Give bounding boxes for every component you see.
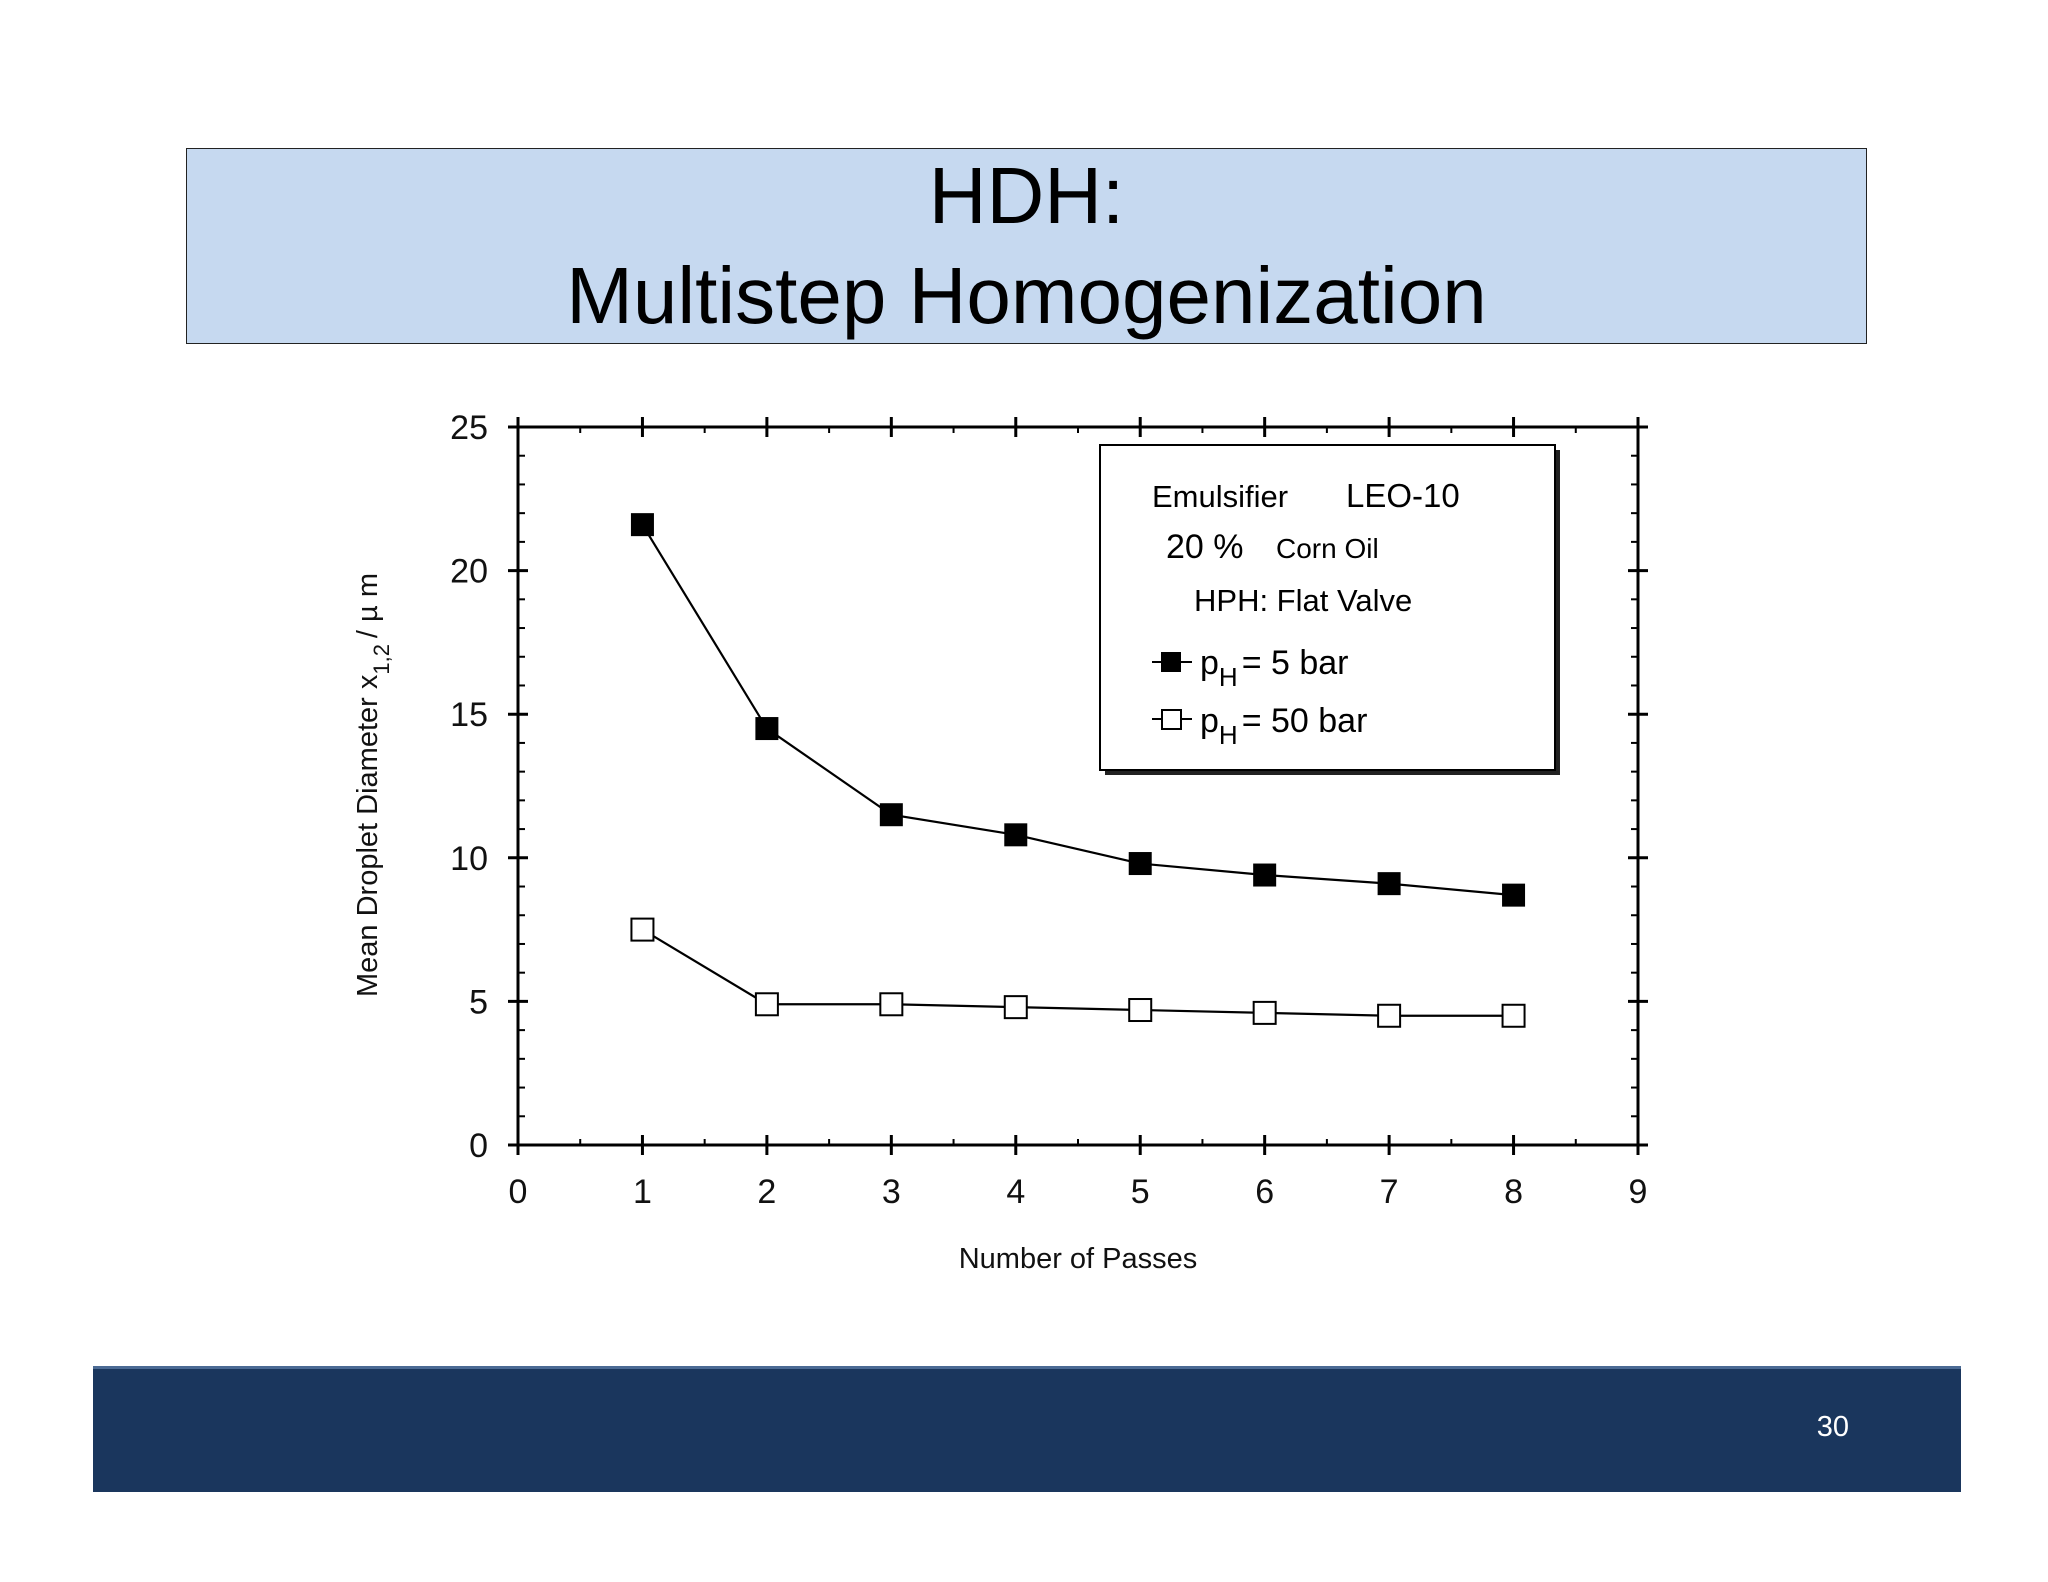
data-point-open bbox=[754, 992, 779, 1017]
data-point-filled bbox=[879, 803, 903, 827]
data-point-filled bbox=[755, 717, 779, 741]
x-tick-label: 3 bbox=[882, 1173, 901, 1211]
legend-valve: HPH: Flat Valve bbox=[1194, 583, 1412, 618]
x-axis-ticks: 0 1 2 3 4 5 6 7 8 9 bbox=[509, 417, 1648, 1211]
x-tick-label: 9 bbox=[1629, 1173, 1648, 1211]
data-point-open bbox=[1003, 995, 1028, 1020]
series-line-0 bbox=[641, 524, 1514, 897]
legend-entry-5bar: pH = 5 bar bbox=[1200, 644, 1349, 692]
y-tick-label: 0 bbox=[469, 1127, 488, 1165]
data-point-filled bbox=[1377, 872, 1401, 896]
droplet-diameter-chart: 0 1 2 3 4 5 6 7 8 9 0 5 10 15 20 25 Number of Passes M… bbox=[352, 409, 1648, 1275]
data-point-open bbox=[1377, 1003, 1402, 1028]
data-point-open bbox=[1128, 998, 1153, 1023]
x-tick-label: 4 bbox=[1006, 1173, 1025, 1211]
data-point-filled bbox=[1128, 852, 1152, 876]
data-point-open bbox=[1252, 1000, 1277, 1025]
footer-bar: 30 bbox=[93, 1366, 1961, 1492]
y-axis-label-unit: / µ m bbox=[352, 573, 384, 638]
data-point-filled bbox=[630, 513, 654, 537]
x-tick-label: 1 bbox=[633, 1173, 652, 1211]
x-tick-label: 8 bbox=[1504, 1173, 1523, 1211]
x-tick-label: 2 bbox=[757, 1173, 776, 1211]
data-point-filled bbox=[1502, 883, 1526, 907]
legend-oil-percent: 20 % bbox=[1166, 528, 1244, 566]
series-markers bbox=[630, 513, 1526, 1028]
series-lines bbox=[641, 524, 1514, 1017]
y-tick-label: 20 bbox=[450, 553, 488, 591]
x-tick-label: 0 bbox=[509, 1173, 528, 1211]
y-axis-label-sub: 1,2 bbox=[369, 644, 394, 675]
x-tick-label: 6 bbox=[1255, 1173, 1274, 1211]
legend-entry-50bar: pH = 50 bar bbox=[1200, 702, 1367, 750]
data-point-filled bbox=[1253, 863, 1277, 887]
data-point-open bbox=[630, 917, 655, 942]
legend-emulsifier: Emulsifier bbox=[1152, 479, 1288, 514]
legend: Emulsifier LEO-10 20 % Corn Oil HPH: Fla… bbox=[1099, 444, 1560, 775]
y-axis-label-main: Mean Droplet Diameter x bbox=[352, 674, 384, 997]
legend-marker-5bar bbox=[1161, 652, 1181, 672]
legend-oil-name: Corn Oil bbox=[1276, 533, 1379, 564]
y-tick-label: 25 bbox=[450, 409, 488, 447]
y-axis-label: Mean Droplet Diameter x1,2 / µ m bbox=[352, 573, 394, 997]
slide-title-line-1: HDH: bbox=[928, 151, 1125, 240]
title-box: HDH: Multistep Homogenization bbox=[186, 148, 1867, 344]
y-tick-label: 5 bbox=[469, 983, 488, 1021]
data-point-open bbox=[1501, 1003, 1526, 1028]
x-tick-label: 5 bbox=[1131, 1173, 1150, 1211]
legend-marker-50bar bbox=[1161, 709, 1182, 730]
y-tick-label: 15 bbox=[450, 696, 488, 734]
x-tick-label: 7 bbox=[1380, 1173, 1399, 1211]
legend-emulsifier-name: LEO-10 bbox=[1346, 477, 1460, 514]
series-line-1 bbox=[641, 928, 1514, 1017]
y-tick-label: 10 bbox=[450, 840, 488, 878]
page-number: 30 bbox=[1816, 1411, 1849, 1443]
y-axis-ticks: 0 5 10 15 20 25 bbox=[450, 409, 1648, 1165]
slide-title-line-2: Multistep Homogenization bbox=[566, 251, 1487, 340]
x-axis-label: Number of Passes bbox=[959, 1243, 1198, 1275]
data-point-open bbox=[879, 992, 904, 1017]
data-point-filled bbox=[1004, 823, 1028, 847]
